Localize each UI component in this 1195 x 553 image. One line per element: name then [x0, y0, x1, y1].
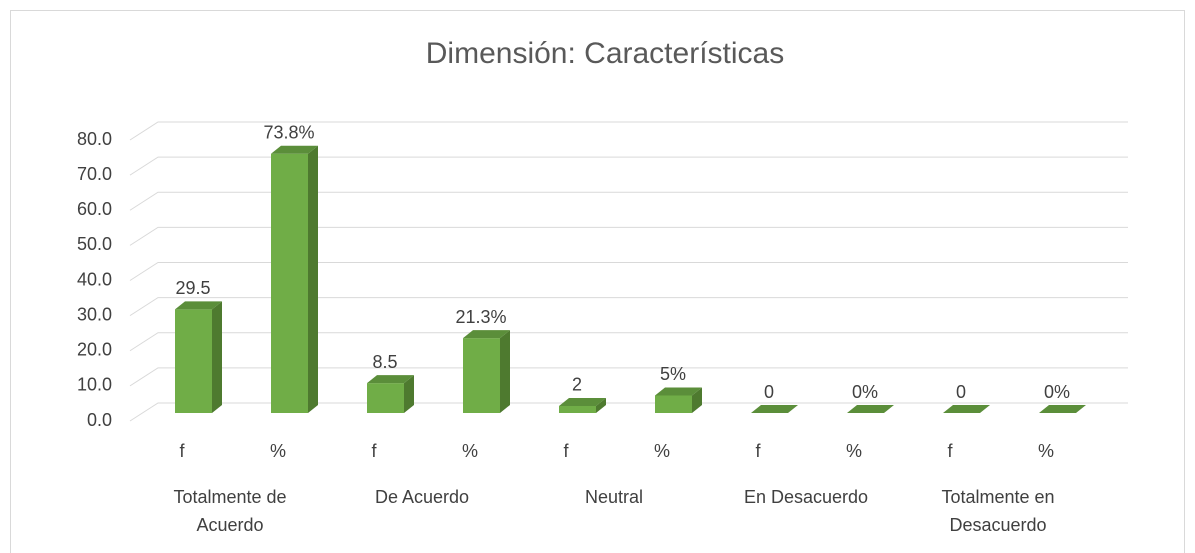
bar-top [559, 397, 606, 406]
x-tick-label: % [270, 441, 286, 461]
x-tick-label: f [947, 441, 953, 461]
bar-top [943, 405, 990, 413]
bar [271, 145, 318, 413]
y-tick-label: 20.0 [77, 340, 112, 360]
bar-side [308, 145, 318, 413]
x-tick-label: f [563, 441, 569, 461]
y-tick-label: 50.0 [77, 234, 112, 254]
bar-top [847, 405, 894, 413]
y-tick-label: 0.0 [87, 410, 112, 430]
grid-line [129, 226, 1128, 246]
bar-front [655, 395, 692, 413]
y-tick-label: 10.0 [77, 375, 112, 395]
value-label: 0% [852, 382, 878, 402]
bar-top [655, 387, 702, 396]
bar-top [175, 301, 222, 310]
bar-front [559, 405, 596, 413]
value-label: 29.5 [175, 278, 210, 298]
bar [463, 330, 510, 413]
grid-line [129, 191, 1128, 211]
bar-side [212, 301, 222, 413]
bar [1039, 405, 1086, 413]
x-tick-label: % [846, 441, 862, 461]
grid-line [129, 121, 1128, 141]
bar-top [463, 330, 510, 339]
value-label: 8.5 [372, 352, 397, 372]
group-label: Neutral [584, 487, 644, 507]
bar-front [271, 153, 308, 413]
x-tick-label: % [462, 441, 478, 461]
chart-border [10, 10, 1185, 553]
grid-line [129, 332, 1128, 352]
bar-top [271, 145, 318, 154]
bar [655, 387, 702, 413]
grid-line [129, 402, 1128, 422]
x-tick-label: f [755, 441, 761, 461]
bar [175, 301, 222, 413]
bar-top [1039, 405, 1086, 413]
bar-top [751, 405, 798, 413]
value-label: 0 [956, 382, 966, 402]
y-tick-label: 40.0 [77, 269, 112, 289]
group-label: En Desacuerdo [743, 487, 869, 507]
bar-top [367, 375, 414, 384]
y-tick-label: 80.0 [77, 129, 112, 149]
grid-line [129, 367, 1128, 387]
bar [559, 397, 606, 413]
bar [943, 405, 990, 413]
value-label: 0% [1044, 382, 1070, 402]
x-tick-label: f [179, 441, 185, 461]
bar-side [692, 387, 702, 413]
group-label: Totalmente de Acuerdo [173, 487, 287, 535]
bar-front [367, 383, 404, 413]
bar [367, 375, 414, 413]
group-label: De Acuerdo [374, 487, 470, 507]
value-label: 2 [572, 375, 582, 395]
grid-line [129, 297, 1128, 317]
bar-front [463, 338, 500, 413]
value-label: 5% [660, 364, 686, 384]
x-tick-label: f [371, 441, 377, 461]
x-tick-label: % [1038, 441, 1054, 461]
grid-line [129, 156, 1128, 176]
bar-side [404, 375, 414, 413]
bar-side [596, 397, 606, 413]
y-tick-label: 70.0 [77, 164, 112, 184]
x-tick-label: % [654, 441, 670, 461]
value-label: 21.3% [455, 307, 506, 327]
chart-title: Dimensión: Características [426, 37, 784, 70]
bar-front [175, 309, 212, 413]
bar [751, 405, 798, 413]
y-tick-label: 30.0 [77, 304, 112, 324]
group-label: Totalmente en Desacuerdo [941, 487, 1055, 535]
bar [847, 405, 894, 413]
value-label: 73.8% [263, 123, 314, 143]
bar-side [500, 330, 510, 413]
grid-line [129, 262, 1128, 281]
y-tick-label: 60.0 [77, 199, 112, 219]
value-label: 0 [764, 382, 774, 402]
